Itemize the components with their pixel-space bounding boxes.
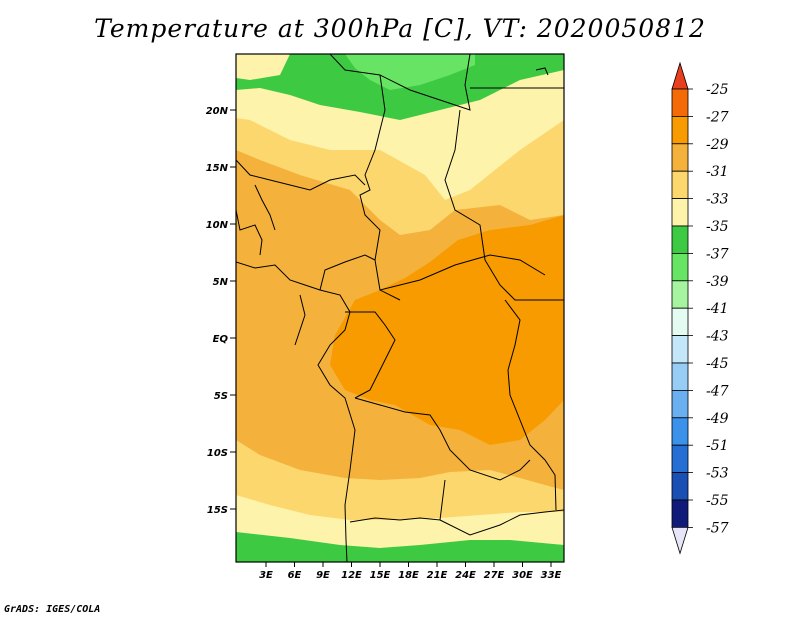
colorbar-swatch	[671, 280, 689, 309]
colorbar-swatch	[671, 335, 689, 364]
colorbar-level-label: -27	[706, 109, 729, 125]
colorbar-level-label: -57	[706, 520, 729, 536]
colorbar-swatch	[671, 143, 689, 172]
latitude-axis: 20N 15N 10N 5N EQ 5S 10S 15S	[206, 106, 236, 516]
longitude-axis: 3E 6E 9E 12E 15E 18E 21E 24E 27E 30E 33E	[259, 562, 562, 581]
colorbar-level-label: -25	[706, 82, 729, 98]
lat-tick-label: 15S	[207, 505, 228, 516]
lon-tick-label: 24E	[455, 570, 476, 581]
band-33-north-east	[236, 54, 290, 80]
temperature-field	[236, 54, 564, 562]
colorbar-swatch	[671, 307, 689, 337]
colorbar-level-label: -33	[706, 192, 729, 208]
lon-tick-label: 27E	[484, 570, 505, 581]
lon-tick-label: 6E	[288, 570, 302, 581]
colorbar-top-arrow	[671, 61, 689, 90]
colorbar-level-label: -37	[706, 246, 729, 262]
colorbar-swatch	[671, 499, 689, 528]
colorbar-level-label: -45	[706, 356, 729, 372]
lat-tick-label: 5N	[213, 277, 229, 288]
lat-tick-label: 15N	[206, 163, 229, 174]
lon-tick-label: 3E	[259, 570, 273, 581]
lat-tick-label: 5S	[214, 391, 228, 402]
colorbar-swatch	[671, 252, 689, 282]
colorbar-level-label: -31	[706, 164, 729, 180]
lat-tick-label: 10S	[207, 448, 228, 459]
colorbar-bottom-arrow	[671, 527, 689, 555]
lon-tick-label: 21E	[427, 570, 448, 581]
colorbar-swatch	[671, 362, 689, 391]
colorbar-swatch	[671, 417, 689, 446]
colorbar-level-label: -53	[706, 466, 729, 482]
grads-credit: GrADS: IGES/COLA	[4, 604, 101, 615]
colorbar-swatch	[671, 198, 689, 227]
country-borders	[236, 54, 564, 562]
colorbar-swatch	[671, 444, 689, 474]
colorbar-swatch	[671, 472, 689, 501]
map-title: Temperature at 300hPa [C], VT: 202005081…	[94, 14, 706, 43]
band-27-25-core	[330, 215, 564, 445]
map-frame	[235, 53, 565, 563]
colorbar-level-label: -51	[706, 438, 729, 454]
lat-tick-label: 20N	[206, 106, 229, 117]
lat-tick-label: 10N	[206, 220, 229, 231]
colorbar-swatch	[671, 116, 689, 145]
lon-tick-label: 9E	[316, 570, 330, 581]
colorbar-swatch	[671, 225, 689, 254]
colorbar-level-label: -43	[706, 329, 729, 345]
colorbar-level-label: -41	[706, 301, 729, 317]
colorbar-level-label: -49	[706, 411, 729, 427]
lon-tick-label: 18E	[398, 570, 419, 581]
colorbar-swatch	[671, 389, 689, 419]
lat-tick-label: EQ	[213, 334, 229, 345]
colorbar-level-label: -29	[706, 137, 729, 153]
lon-tick-label: 33E	[541, 570, 562, 581]
lon-tick-label: 12E	[341, 570, 362, 581]
band-37-35-south	[236, 532, 564, 562]
band-39-37-north	[345, 54, 475, 90]
lon-tick-label: 30E	[512, 570, 533, 581]
colorbar-level-label: -35	[706, 219, 729, 235]
colorbar-level-label: -47	[706, 383, 729, 399]
colorbar-level-label: -55	[706, 493, 729, 509]
colorbar: -25 -27 -29 -31 -33 -35 -37 -39 -41 -43 -45 -47 -49 -…	[671, 61, 729, 555]
colorbar-swatch	[671, 88, 689, 117]
colorbar-level-label: -39	[706, 274, 729, 290]
colorbar-swatch	[671, 170, 689, 199]
lon-tick-label: 15E	[370, 570, 391, 581]
